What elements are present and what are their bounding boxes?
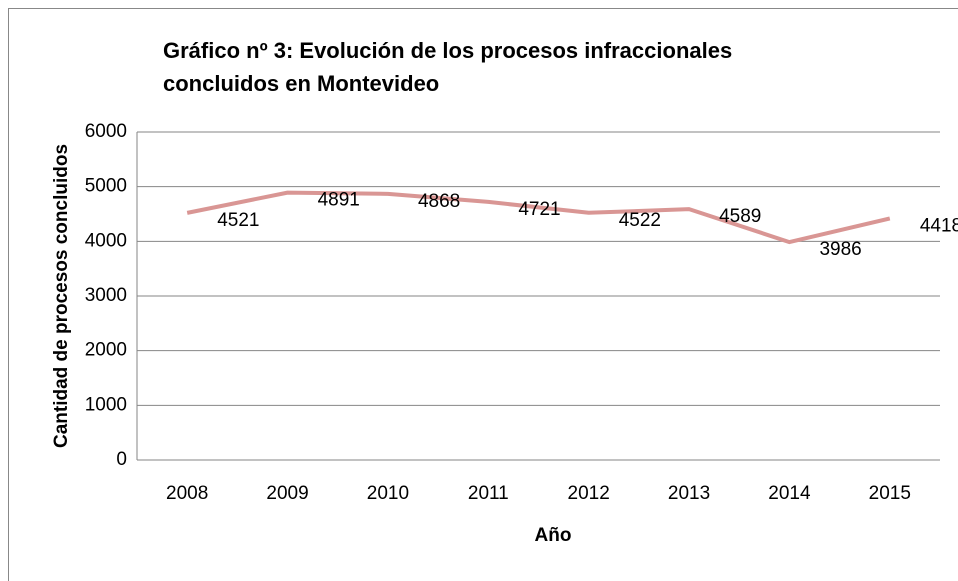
- data-label: 4891: [318, 190, 360, 211]
- y-tick-label: 6000: [85, 121, 127, 142]
- data-label: 4721: [518, 199, 560, 220]
- x-tick-label: 2014: [768, 483, 811, 504]
- data-label: 4418: [920, 215, 958, 236]
- x-tick-label: 2012: [568, 483, 610, 504]
- x-axis-title: Año: [535, 525, 572, 546]
- data-line: [186, 190, 891, 245]
- x-tick-label: 2010: [367, 483, 409, 504]
- data-label: 4522: [619, 210, 661, 231]
- y-tick-label: 1000: [85, 394, 127, 415]
- y-tick-label: 2000: [85, 340, 127, 361]
- y-tick-label: 5000: [85, 176, 127, 197]
- x-tick-label: 2009: [266, 483, 308, 504]
- y-tick-label: 0: [116, 449, 127, 470]
- x-tick-label: 2011: [468, 483, 509, 504]
- x-tick-label: 2015: [869, 483, 911, 504]
- y-tick-label: 4000: [85, 230, 127, 251]
- data-label: 3986: [819, 239, 861, 260]
- data-label: 4521: [217, 210, 259, 231]
- y-axis-title: Cantidad de procesos concluidos: [51, 144, 72, 448]
- chart-title: concluidos en Montevideo: [163, 71, 439, 96]
- chart-frame: [8, 8, 958, 581]
- data-label: 4589: [719, 206, 761, 227]
- x-tick-label: 2013: [668, 483, 710, 504]
- data-label: 4868: [418, 191, 460, 212]
- chart-title: Gráfico nº 3: Evolución de los procesos …: [163, 38, 732, 63]
- x-tick-label: 2008: [166, 483, 208, 504]
- y-tick-label: 3000: [85, 285, 127, 306]
